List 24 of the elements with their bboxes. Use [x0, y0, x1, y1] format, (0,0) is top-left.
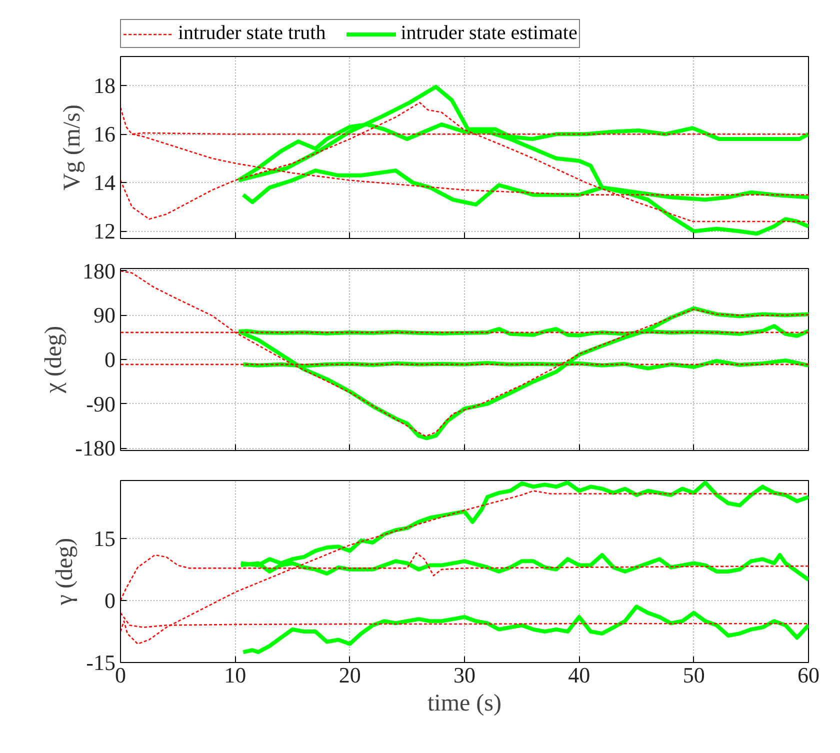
- y-tick-label: 16: [94, 122, 116, 147]
- y-tick-label: 180: [82, 258, 116, 284]
- x-tick-label: 40: [568, 662, 590, 688]
- x-tick-label: 30: [454, 662, 476, 688]
- x-tick-label: 20: [338, 662, 361, 688]
- y-axis-title: Vg (m/s): [60, 104, 86, 190]
- y-tick-label: 0: [104, 588, 116, 613]
- y-tick-label: -90: [86, 391, 116, 416]
- y-tick-label: 18: [94, 73, 116, 98]
- y-axis-title: γ (deg): [52, 538, 78, 606]
- x-tick-label: 50: [682, 662, 705, 688]
- y-tick-label: 90: [94, 302, 116, 328]
- x-axis-title: time (s): [428, 690, 502, 716]
- y-tick-label: -180: [75, 436, 116, 461]
- y-tick-label: 15: [94, 526, 116, 551]
- legend-label: intruder state truth: [178, 22, 326, 45]
- x-tick-label: 60: [798, 662, 820, 688]
- legend-label: intruder state estimate: [400, 22, 578, 45]
- x-tick-label: 10: [224, 662, 246, 688]
- y-axis-title: χ (deg): [41, 326, 68, 394]
- y-tick-label: 12: [94, 218, 116, 244]
- y-tick-label: 14: [94, 170, 116, 196]
- y-tick-label: -15: [86, 650, 116, 675]
- y-tick-label: 0: [104, 347, 116, 372]
